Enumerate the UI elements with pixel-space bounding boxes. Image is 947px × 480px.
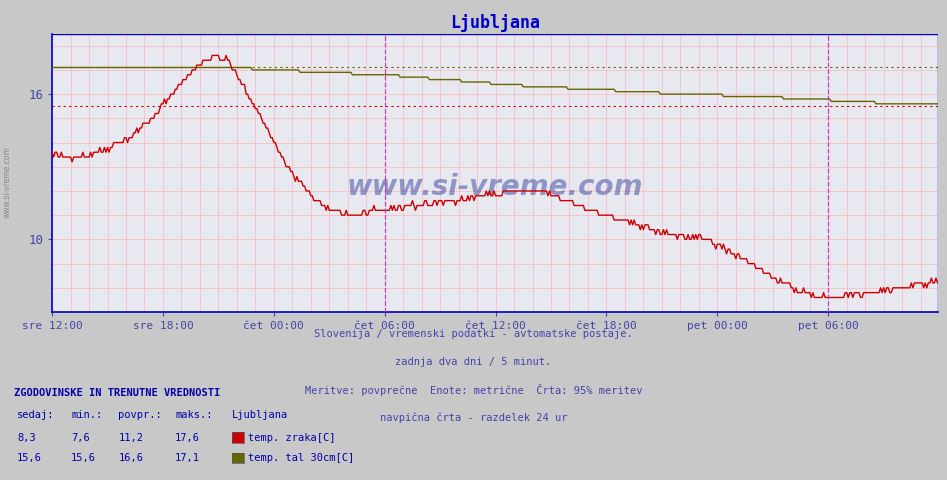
Text: sedaj:: sedaj:: [17, 409, 55, 420]
Text: navpična črta - razdelek 24 ur: navpična črta - razdelek 24 ur: [380, 412, 567, 423]
Text: min.:: min.:: [71, 409, 102, 420]
Text: temp. tal 30cm[C]: temp. tal 30cm[C]: [248, 453, 354, 463]
Title: Ljubljana: Ljubljana: [450, 14, 540, 32]
Text: 17,6: 17,6: [175, 432, 200, 443]
Text: Slovenija / vremenski podatki - avtomatske postaje.: Slovenija / vremenski podatki - avtomats…: [314, 329, 633, 339]
Text: 17,1: 17,1: [175, 453, 200, 463]
Text: 16,6: 16,6: [118, 453, 143, 463]
Text: 7,6: 7,6: [71, 432, 90, 443]
Text: www.si-vreme.com: www.si-vreme.com: [3, 146, 12, 218]
Text: ZGODOVINSKE IN TRENUTNE VREDNOSTI: ZGODOVINSKE IN TRENUTNE VREDNOSTI: [14, 388, 221, 398]
Text: Ljubljana: Ljubljana: [232, 409, 288, 420]
Text: temp. zraka[C]: temp. zraka[C]: [248, 432, 335, 443]
Text: Meritve: povprečne  Enote: metrične  Črta: 95% meritev: Meritve: povprečne Enote: metrične Črta:…: [305, 384, 642, 396]
Text: 15,6: 15,6: [71, 453, 96, 463]
Text: zadnja dva dni / 5 minut.: zadnja dva dni / 5 minut.: [396, 357, 551, 367]
Text: 11,2: 11,2: [118, 432, 143, 443]
Text: www.si-vreme.com: www.si-vreme.com: [347, 173, 643, 201]
Text: 8,3: 8,3: [17, 432, 36, 443]
Text: maks.:: maks.:: [175, 409, 213, 420]
Text: 15,6: 15,6: [17, 453, 42, 463]
Text: povpr.:: povpr.:: [118, 409, 162, 420]
